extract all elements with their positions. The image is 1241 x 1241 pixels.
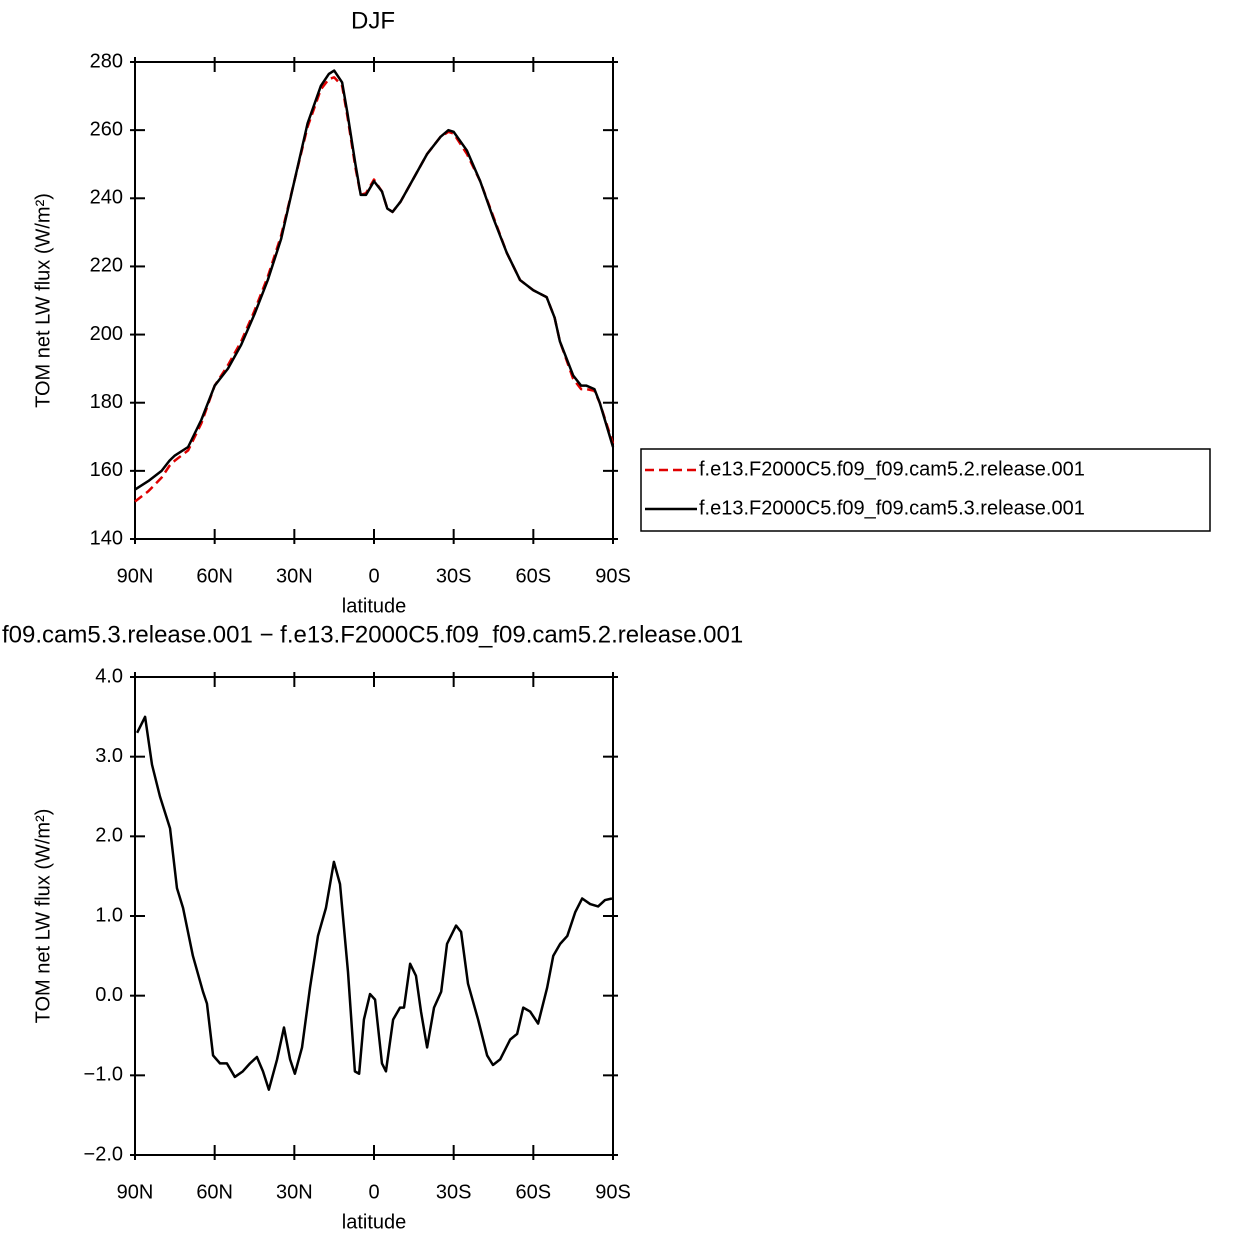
x-tick-label: 30N [276, 565, 313, 587]
x-tick-label: 90N [117, 1181, 154, 1203]
legend-box [640, 448, 1211, 532]
y-tick-label: 1.0 [95, 904, 123, 926]
x-tick-label: 60S [516, 1181, 552, 1203]
x-tick-label: 0 [368, 1181, 379, 1203]
y-tick-label: 260 [90, 118, 123, 140]
legend-label: f.e13.F2000C5.f09_f09.cam5.3.release.001 [699, 497, 1085, 519]
plot-frame [134, 676, 614, 1156]
y-tick-label: −2.0 [84, 1143, 123, 1165]
y-tick-label: 2.0 [95, 825, 123, 847]
y-tick-label: 4.0 [95, 665, 123, 687]
data-line [134, 69, 615, 491]
x-tick-label: 90S [595, 565, 631, 587]
y-tick-label: 160 [90, 459, 123, 481]
data-line [136, 715, 613, 1091]
x-axis-label: latitude [342, 1211, 407, 1233]
x-tick-label: 60N [196, 1181, 233, 1203]
legend-label: f.e13.F2000C5.f09_f09.cam5.2.release.001 [699, 458, 1085, 480]
x-tick-label: 30S [436, 1181, 472, 1203]
chart-title: f09.cam5.3.release.001 − f.e13.F2000C5.f… [2, 621, 743, 648]
y-tick-label: 180 [90, 391, 123, 413]
chart-title: DJF [351, 7, 395, 34]
y-tick-label: 0.0 [95, 984, 123, 1006]
x-tick-label: 60S [516, 565, 552, 587]
y-tick-label: 240 [90, 187, 123, 209]
y-tick-label: 280 [90, 50, 123, 72]
data-line [134, 76, 615, 503]
y-tick-label: 140 [90, 527, 123, 549]
y-axis-label: TOM net LW flux (W/m²) [32, 809, 54, 1024]
y-tick-label: 220 [90, 255, 123, 277]
x-tick-label: 30N [276, 1181, 313, 1203]
x-tick-label: 30S [436, 565, 472, 587]
plot-frame [134, 61, 614, 540]
y-axis-label: TOM net LW flux (W/m²) [32, 193, 54, 408]
x-tick-label: 90N [117, 565, 154, 587]
x-tick-label: 0 [368, 565, 379, 587]
x-axis-label: latitude [342, 595, 407, 617]
y-tick-label: 200 [90, 323, 123, 345]
x-tick-label: 90S [595, 1181, 631, 1203]
y-tick-label: −1.0 [84, 1064, 123, 1086]
y-tick-label: 3.0 [95, 745, 123, 767]
x-tick-label: 60N [196, 565, 233, 587]
